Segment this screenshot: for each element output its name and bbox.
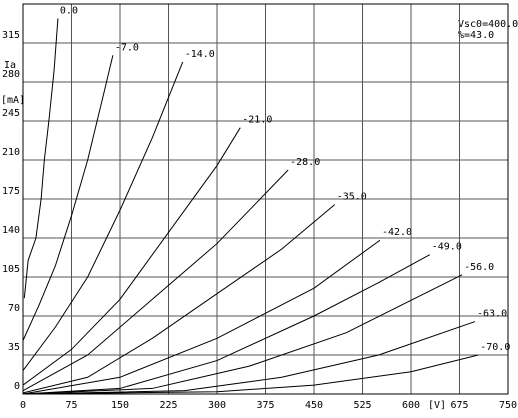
x-tick-label: 150 — [111, 400, 129, 411]
curve-label: -21.0 — [242, 115, 272, 126]
plate-curve — [22, 239, 381, 395]
x-tick-label: 75 — [65, 400, 77, 411]
y-tick-label: 35 — [8, 342, 20, 353]
plate-curve — [22, 61, 184, 371]
curve-label: -49.0 — [432, 242, 462, 253]
x-tick-label: 750 — [499, 400, 517, 411]
curve-label: -63.0 — [477, 309, 507, 320]
y-tick-label: 245 — [2, 108, 20, 119]
plate-curve — [22, 254, 430, 395]
x-tick-label: 0 — [20, 400, 26, 411]
plot-border — [22, 3, 509, 395]
curve-label: -28.0 — [290, 157, 320, 168]
annotation: %=43.0 — [458, 30, 494, 41]
y-tick-label: 210 — [2, 147, 20, 158]
curve-label: 0.0 — [60, 5, 78, 16]
curve-label: -56.0 — [464, 262, 494, 273]
x-tick-label: 525 — [353, 400, 371, 411]
y-tick-label: 0 — [14, 381, 20, 392]
curve-label: -70.0 — [480, 342, 510, 353]
x-tick-label: 225 — [159, 400, 177, 411]
plate-curve — [22, 55, 114, 341]
plate-curve — [22, 354, 479, 395]
y-tick-label: 105 — [2, 264, 20, 275]
y-tick-label: 70 — [8, 303, 20, 314]
plate-curve — [22, 274, 463, 395]
x-tick-label: 375 — [256, 400, 274, 411]
x-tick-label: 450 — [305, 400, 323, 411]
curve-label: -42.0 — [382, 227, 412, 238]
x-tick-label: 675 — [450, 400, 468, 411]
plate-curve — [22, 169, 289, 392]
curve-label: -7.0 — [115, 42, 139, 53]
plate-curve — [23, 18, 59, 299]
y-axis-label: Ia — [4, 60, 16, 71]
y-tick-label: 350 — [2, 0, 20, 2]
x-tick-label: 300 — [208, 400, 226, 411]
curve-label: -14.0 — [185, 49, 215, 60]
plate-curve — [22, 127, 241, 386]
x-tick-label: 600 — [402, 400, 420, 411]
y-axis-label: [mA] — [1, 95, 25, 106]
y-tick-label: 140 — [2, 225, 20, 236]
annotation: Vsc0=400.0 — [458, 19, 518, 30]
curve-label: -35.0 — [337, 192, 367, 203]
y-tick-label: 175 — [2, 186, 20, 197]
y-tick-label: 280 — [2, 69, 20, 80]
x-axis-label: [V] — [428, 400, 446, 411]
plate-curve — [22, 204, 336, 394]
y-tick-label: 315 — [2, 30, 20, 41]
plate-curve — [22, 321, 476, 395]
